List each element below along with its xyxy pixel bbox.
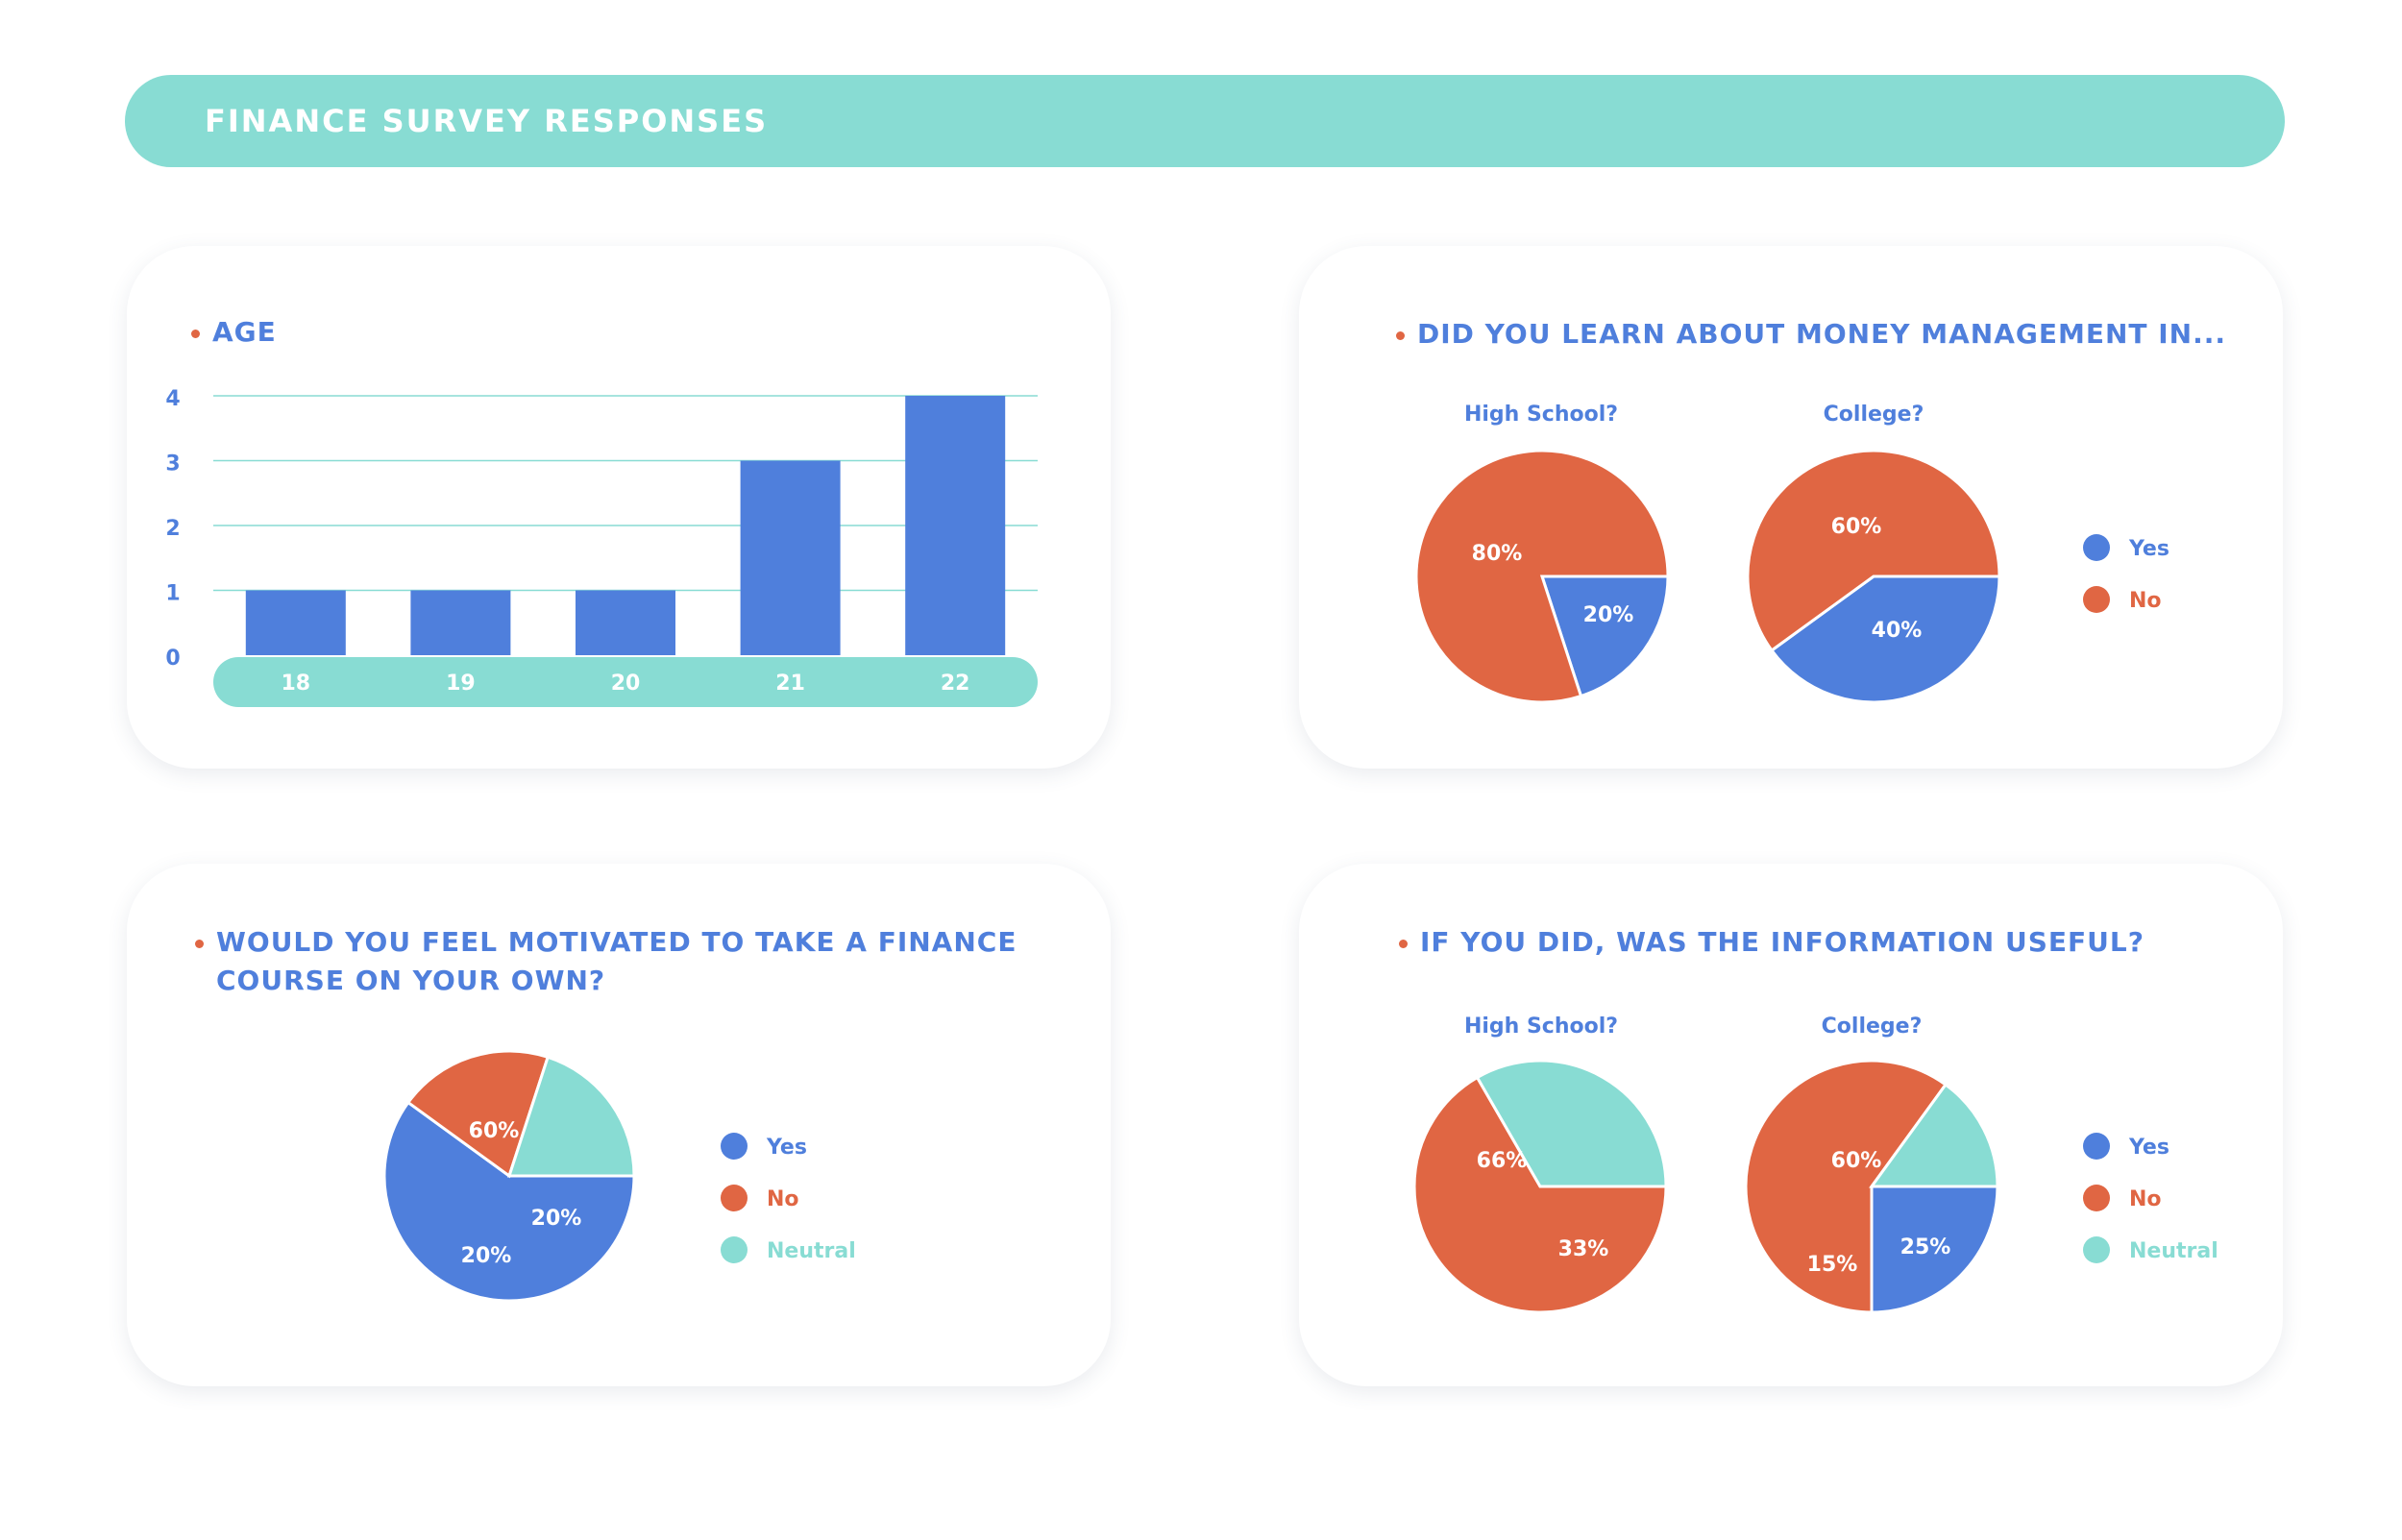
pie-value-label: 80% [1472, 542, 1523, 566]
x-tick-label: 19 [446, 672, 476, 696]
learn-title: DID YOU LEARN ABOUT MONEY MANAGEMENT IN.… [1395, 315, 2226, 354]
age-bar-chart: 0 1 2 3 4 18 19 20 21 22 [165, 387, 1038, 707]
legend-swatch [2083, 586, 2110, 613]
pie-value-label: 33% [1558, 1237, 1609, 1261]
pie-value-label: 60% [1831, 515, 1882, 539]
legend-swatch [721, 1133, 748, 1160]
legend-swatch [721, 1236, 748, 1263]
y-tick-label: 3 [165, 452, 180, 477]
legend-swatch [2083, 1185, 2110, 1211]
pie-subtitle: High School? [1464, 1014, 1618, 1039]
pie-subtitle: High School? [1464, 403, 1618, 427]
pie-subtitle: College? [1822, 1014, 1923, 1039]
motivated-pie-chart: 60% 20% 20% Yes No Neutral [382, 1049, 856, 1303]
y-tick-label: 4 [165, 387, 180, 411]
bar [410, 590, 511, 655]
pie-slice [1869, 1082, 1999, 1188]
pie-value-label: 66% [1477, 1149, 1528, 1173]
legend-label: No [2129, 1187, 2162, 1211]
pie-slice [1539, 574, 1670, 698]
legend-swatch [721, 1185, 748, 1211]
x-tick-label: 22 [941, 672, 970, 696]
learn-pie-charts: High School? College? 20% 80% 40% 60% Yes No [1414, 403, 2169, 704]
pie-slice [506, 1055, 636, 1178]
pie-slice [1475, 1059, 1668, 1188]
bar [576, 590, 675, 655]
legend-label: Neutral [767, 1239, 856, 1263]
pie-value-label: 20% [531, 1207, 582, 1231]
motivated-card: WOULD YOU FEEL MOTIVATED TO TAKE A FINAN… [127, 864, 1111, 1386]
x-tick-label: 18 [281, 672, 310, 696]
pie-slice [1414, 449, 1670, 704]
x-tick-label: 21 [775, 672, 805, 696]
pie-value-label: 20% [1583, 603, 1634, 627]
legend-label: Neutral [2129, 1239, 2218, 1263]
legend-label: Yes [2128, 1136, 2169, 1160]
legend-label: No [767, 1187, 799, 1211]
useful-pie-charts: High School? College? 66% 33% 25% 60% 15% Yes No… [1412, 1014, 2218, 1314]
pie-slice [382, 1100, 636, 1303]
y-tick-label: 0 [165, 647, 180, 671]
useful-card: IF YOU DID, WAS THE INFORMATION USEFUL? … [1299, 864, 2283, 1386]
bar [740, 460, 841, 655]
pie-slice [1870, 1185, 1999, 1314]
age-card: AGE 0 1 2 3 4 18 19 20 21 22 [127, 246, 1111, 769]
x-axis-band [213, 657, 1038, 707]
pie-value-label: 15% [1807, 1253, 1858, 1277]
page-title: FINANCE SURVEY RESPONSES [205, 103, 769, 139]
bar [905, 396, 1006, 655]
pie-subtitle: College? [1824, 403, 1924, 427]
pie-value-label: 60% [1831, 1149, 1882, 1173]
y-tick-label: 2 [165, 517, 180, 541]
legend-swatch [2083, 1133, 2110, 1160]
bar [245, 590, 346, 655]
pie-value-label: 20% [461, 1244, 512, 1268]
pie-slice [1746, 449, 2001, 653]
motivated-title: WOULD YOU FEEL MOTIVATED TO TAKE A FINAN… [195, 923, 1062, 1000]
useful-title: IF YOU DID, WAS THE INFORMATION USEFUL? [1399, 923, 2145, 962]
legend-label: Yes [766, 1136, 807, 1160]
pie-value-label: 40% [1872, 619, 1923, 643]
header-banner: FINANCE SURVEY RESPONSES [125, 75, 2285, 167]
x-tick-label: 20 [611, 672, 641, 696]
pie-slice [1744, 1059, 1949, 1314]
y-tick-label: 1 [165, 582, 180, 606]
pie-slice [1769, 574, 2001, 704]
legend-label: Yes [2128, 537, 2169, 561]
learn-card: DID YOU LEARN ABOUT MONEY MANAGEMENT IN.… [1299, 246, 2283, 769]
pie-slice [405, 1049, 551, 1179]
legend-swatch [2083, 534, 2110, 561]
age-title: AGE [191, 313, 277, 352]
pie-value-label: 25% [1900, 1235, 1951, 1259]
pie-slice [1412, 1075, 1668, 1314]
legend-label: No [2129, 589, 2162, 613]
legend-swatch [2083, 1236, 2110, 1263]
pie-value-label: 60% [469, 1119, 520, 1143]
